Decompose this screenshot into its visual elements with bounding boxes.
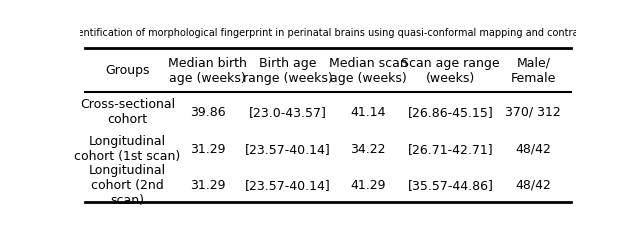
Text: Longitudinal
cohort (2nd
scan): Longitudinal cohort (2nd scan) [89,163,166,206]
Text: Groups: Groups [105,64,150,77]
Text: Figure 1 for Identification of morphological fingerprint in perinatal brains usi: Figure 1 for Identification of morpholog… [10,28,640,38]
Text: [23.0-43.57]: [23.0-43.57] [249,105,327,118]
Text: [26.86-45.15]: [26.86-45.15] [408,105,493,118]
Text: Birth age
range (weeks): Birth age range (weeks) [243,57,333,85]
Text: Longitudinal
cohort (1st scan): Longitudinal cohort (1st scan) [74,135,180,163]
Text: [26.71-42.71]: [26.71-42.71] [408,142,493,155]
Text: Scan age range
(weeks): Scan age range (weeks) [401,57,500,85]
Text: 31.29: 31.29 [190,178,225,191]
Text: 48/42: 48/42 [515,142,551,155]
Text: 48/42: 48/42 [515,178,551,191]
Text: Median birth
age (weeks): Median birth age (weeks) [168,57,247,85]
Text: 39.86: 39.86 [190,105,225,118]
Text: [35.57-44.86]: [35.57-44.86] [408,178,493,191]
Text: Median scan
age (weeks): Median scan age (weeks) [329,57,408,85]
Text: 41.14: 41.14 [350,105,386,118]
Text: 41.29: 41.29 [350,178,386,191]
Text: Male/
Female: Male/ Female [511,57,556,85]
Text: 31.29: 31.29 [190,142,225,155]
Text: Cross-sectional
cohort: Cross-sectional cohort [80,98,175,126]
Text: 34.22: 34.22 [350,142,386,155]
Text: [23.57-40.14]: [23.57-40.14] [245,142,331,155]
Text: [23.57-40.14]: [23.57-40.14] [245,178,331,191]
Text: 370/ 312: 370/ 312 [506,105,561,118]
